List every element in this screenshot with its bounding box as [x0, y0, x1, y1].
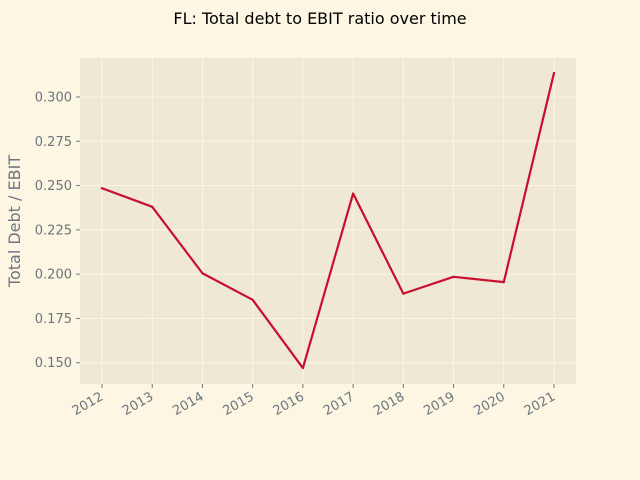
data-point — [201, 272, 204, 275]
y-axis-label: Total Debt / EBIT — [5, 155, 24, 288]
series-line — [100, 71, 556, 370]
data-point — [502, 281, 505, 284]
data-point — [151, 205, 154, 208]
y-tick-label: 0.275 — [35, 135, 72, 150]
chart-title: FL: Total debt to EBIT ratio over time — [173, 9, 466, 28]
data-point — [402, 292, 405, 295]
series-layer — [100, 71, 556, 370]
y-tick-label: 0.200 — [35, 268, 72, 283]
data-point — [452, 275, 455, 278]
grid — [80, 58, 576, 384]
y-tick-label: 0.175 — [35, 312, 72, 327]
data-point — [251, 298, 254, 301]
plot-area — [80, 58, 576, 384]
y-tick-label: 0.300 — [35, 90, 72, 105]
y-tick-label: 0.250 — [35, 179, 72, 194]
data-point — [100, 187, 104, 190]
data-point — [552, 71, 556, 75]
data-point — [301, 366, 304, 370]
y-tick-label: 0.225 — [35, 223, 72, 238]
data-point — [352, 192, 355, 195]
y-tick-label: 0.150 — [35, 356, 72, 371]
